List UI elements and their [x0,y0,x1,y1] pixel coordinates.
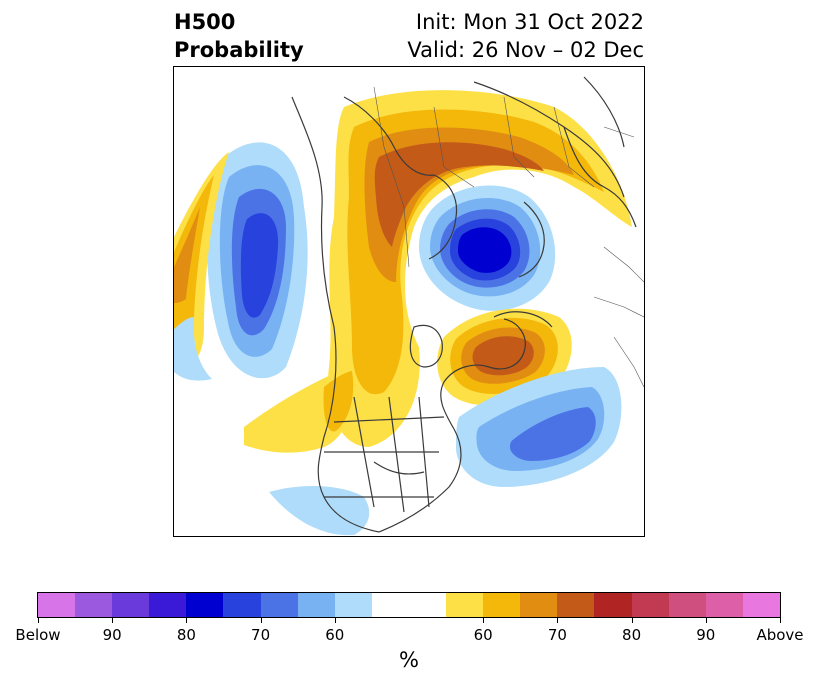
colorbar-tick [557,618,559,623]
colorbar-tick-label: 70 [547,626,567,644]
colorbar-tick-label: 90 [102,626,122,644]
colorbar-tick-label: 90 [696,626,716,644]
probability-map [174,76,644,536]
colorbar-tick-label: 60 [325,626,345,644]
colorbar-tick [260,618,262,623]
colorbar-segment [408,593,447,617]
colorbar-segment [520,593,558,617]
title-quantity: Probability [174,38,304,62]
colorbar-segment [371,593,409,617]
valid-range: Valid: 26 Nov – 02 Dec [407,38,644,62]
colorbar-tick [705,618,707,623]
anomaly-above-north-90 [374,142,544,247]
colorbar-segment [260,593,298,617]
colorbar-tick-label: 80 [176,626,196,644]
anomaly-above-westedge-80 [174,207,200,303]
init-date: Init: Mon 31 Oct 2022 [415,10,644,34]
colorbar-tick [780,618,781,623]
colorbar-segment [668,593,706,617]
colorbar-tick [483,618,485,623]
colorbar-segment [742,593,780,617]
colorbar-segment [483,593,521,617]
colorbar-tick-label: 70 [251,626,271,644]
colorbar-tick-label: 80 [622,626,642,644]
colorbar-segment [334,593,372,617]
colorbar-segment [297,593,335,617]
colorbar-segment [223,593,261,617]
colorbar-tick [334,618,336,623]
colorbar-tick-label: Below [15,626,61,644]
colorbar-tick [186,618,188,623]
colorbar-tick-label: Above [756,626,804,644]
colorbar-unit: % [399,648,419,672]
colorbar-segment [446,593,484,617]
title-right: Init: Mon 31 Oct 2022 Valid: 26 Nov – 02… [407,8,644,64]
country-borders [373,86,644,388]
colorbar-segment [75,593,113,617]
colorbar-segment [705,593,743,617]
colorbar-segment [594,593,632,617]
map-panel [173,66,645,537]
anomaly-below-midatlantic-80 [510,407,596,461]
colorbar-tick-label: 60 [473,626,493,644]
title-left: H500 Probability [174,8,304,64]
anomaly-below-westedge [174,317,212,381]
anomaly-above-atlantic-90 [472,336,534,376]
colorbar [37,592,781,618]
anomaly-below-pacific-90 [240,213,279,318]
colorbar-tick [38,618,39,623]
colorbar-segment [186,593,224,617]
coastlines [291,76,637,533]
colorbar-tick [631,618,633,623]
anomaly-above-westcoast-70 [323,371,354,432]
anomaly-below-arctic-core [458,227,512,273]
title-field: H500 [174,10,236,34]
colorbar-segment [631,593,669,617]
colorbar-tick [112,618,114,623]
colorbar-segment [38,593,76,617]
colorbar-segment [149,593,187,617]
colorbar-segment [557,593,595,617]
colorbar-segment [112,593,150,617]
anomaly-below-south [269,485,370,536]
